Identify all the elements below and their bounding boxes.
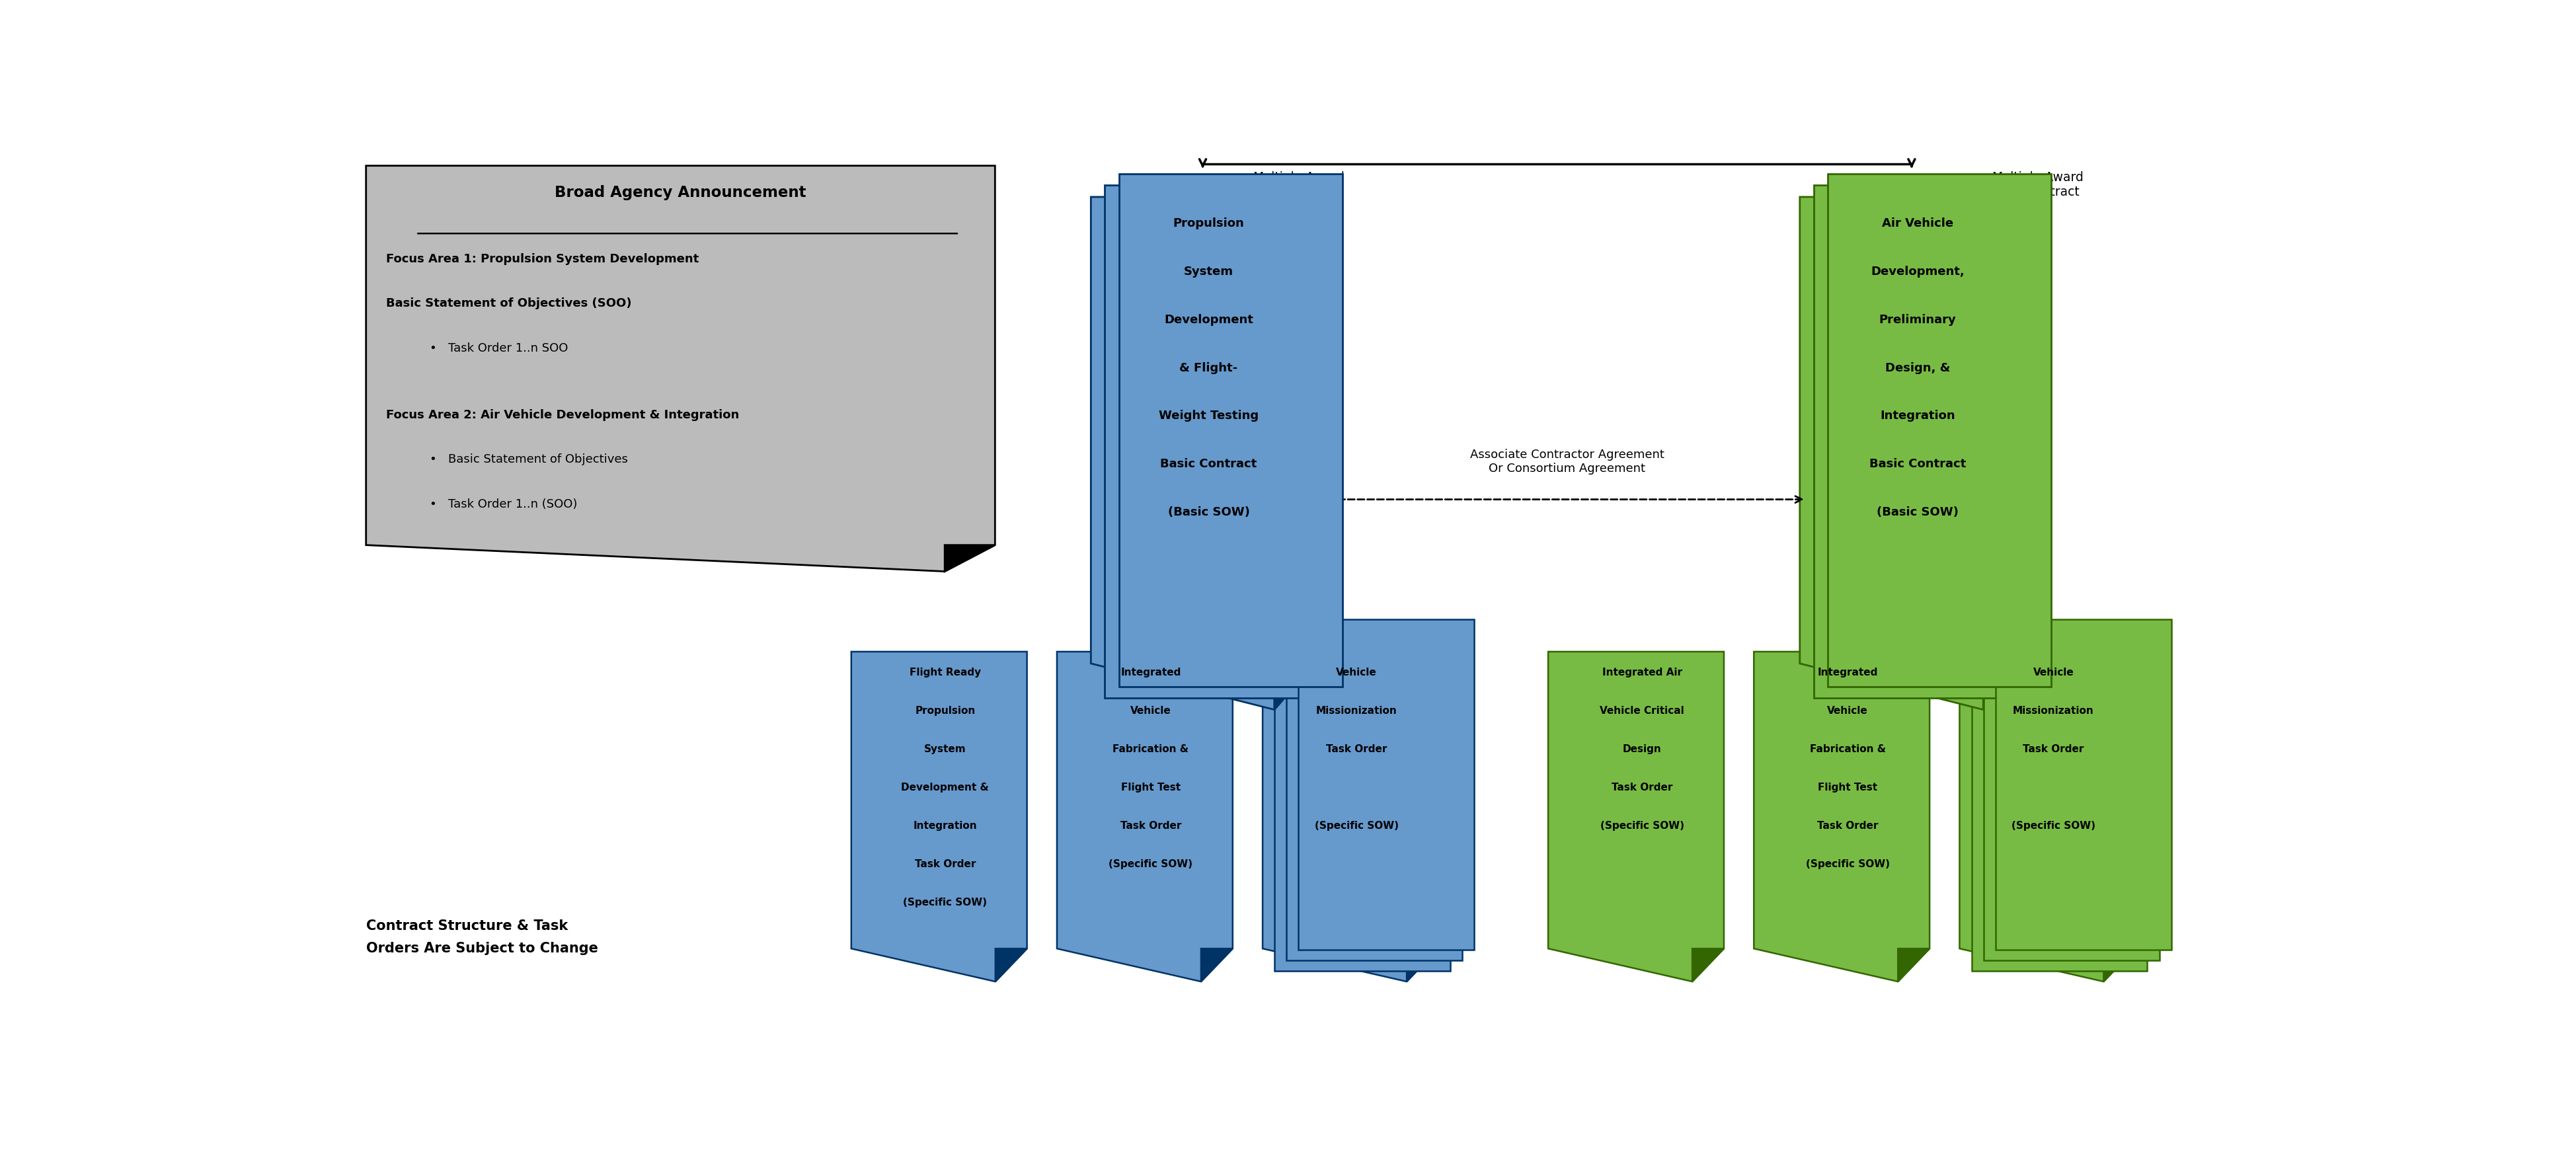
Text: •   Task Order 1..n (SOO): • Task Order 1..n (SOO) <box>430 498 577 511</box>
Text: Integrated: Integrated <box>1816 668 1878 677</box>
Text: Vehicle: Vehicle <box>1337 668 1376 677</box>
Text: Integration: Integration <box>1880 410 1955 422</box>
Polygon shape <box>1090 197 1314 710</box>
Polygon shape <box>1118 174 1342 687</box>
Polygon shape <box>850 652 1028 982</box>
Text: Multiple-Award
IDIQ Contract: Multiple-Award IDIQ Contract <box>1991 171 2084 198</box>
Text: Task Order: Task Order <box>1610 783 1672 793</box>
Text: Task Order: Task Order <box>1327 745 1386 754</box>
Text: (Basic SOW): (Basic SOW) <box>1167 506 1249 519</box>
Polygon shape <box>1984 664 2022 710</box>
Text: Broad Agency Announcement: Broad Agency Announcement <box>554 185 806 200</box>
Text: Vehicle: Vehicle <box>1131 706 1172 716</box>
Text: Task Order: Task Order <box>914 859 976 870</box>
Polygon shape <box>1814 185 2038 698</box>
Text: Development: Development <box>1164 314 1252 325</box>
Polygon shape <box>1826 174 2050 687</box>
Text: Associate Contractor Agreement
Or Consortium Agreement: Associate Contractor Agreement Or Consor… <box>1471 449 1664 475</box>
Polygon shape <box>1994 620 2172 950</box>
Text: Task Order: Task Order <box>1816 821 1878 831</box>
Polygon shape <box>1275 642 1450 970</box>
Polygon shape <box>1200 948 1231 982</box>
Polygon shape <box>1275 664 1314 710</box>
Text: (Specific SOW): (Specific SOW) <box>1600 821 1685 831</box>
Text: Integrated Air: Integrated Air <box>1602 668 1682 677</box>
Polygon shape <box>994 948 1028 982</box>
Text: (Specific SOW): (Specific SOW) <box>1314 821 1399 831</box>
Text: (Basic SOW): (Basic SOW) <box>1875 506 1958 519</box>
Text: Integrated: Integrated <box>1121 668 1180 677</box>
Polygon shape <box>1056 652 1231 982</box>
Polygon shape <box>1285 630 1463 960</box>
Text: Multiple-Award
IDIQ Contract: Multiple-Award IDIQ Contract <box>1252 171 1345 198</box>
Text: Preliminary: Preliminary <box>1878 314 1955 325</box>
Text: & Flight-: & Flight- <box>1180 362 1236 374</box>
Polygon shape <box>1960 652 2136 982</box>
Polygon shape <box>1754 652 1929 982</box>
Text: Basic Contract: Basic Contract <box>1868 459 1965 470</box>
Polygon shape <box>1692 948 1723 982</box>
Text: Flight Test: Flight Test <box>1121 783 1180 793</box>
Text: (Specific SOW): (Specific SOW) <box>2012 821 2094 831</box>
Polygon shape <box>2102 948 2136 982</box>
Polygon shape <box>1899 948 1929 982</box>
Text: System: System <box>1182 265 1234 278</box>
Polygon shape <box>366 166 994 571</box>
Text: •   Basic Statement of Objectives: • Basic Statement of Objectives <box>430 454 629 466</box>
Text: Weight Testing: Weight Testing <box>1159 410 1257 422</box>
Text: Focus Area 1: Propulsion System Development: Focus Area 1: Propulsion System Developm… <box>386 254 698 265</box>
Text: Integration: Integration <box>912 821 976 831</box>
Text: Missionization: Missionization <box>2012 706 2094 716</box>
Text: Vehicle: Vehicle <box>2032 668 2074 677</box>
Text: Task Order: Task Order <box>2022 745 2084 754</box>
Text: Vehicle: Vehicle <box>1826 706 1868 716</box>
Text: Flight Test: Flight Test <box>1819 783 1878 793</box>
Text: (Specific SOW): (Specific SOW) <box>1806 859 1888 870</box>
Text: Task Order: Task Order <box>1121 821 1180 831</box>
Polygon shape <box>1105 185 1329 698</box>
Polygon shape <box>945 545 994 571</box>
Polygon shape <box>1984 630 2159 960</box>
Text: Design, &: Design, & <box>1886 362 1950 374</box>
Text: Contract Structure & Task
Orders Are Subject to Change: Contract Structure & Task Orders Are Sub… <box>366 919 598 955</box>
Text: Focus Area 2: Air Vehicle Development & Integration: Focus Area 2: Air Vehicle Development & … <box>386 409 739 422</box>
Text: (Specific SOW): (Specific SOW) <box>904 897 987 908</box>
Text: System: System <box>925 745 966 754</box>
Text: Basic Statement of Objectives (SOO): Basic Statement of Objectives (SOO) <box>386 298 631 309</box>
Polygon shape <box>1798 197 2022 710</box>
Text: Missionization: Missionization <box>1316 706 1396 716</box>
Text: (Specific SOW): (Specific SOW) <box>1108 859 1193 870</box>
Polygon shape <box>1406 948 1437 982</box>
Text: Fabrication &: Fabrication & <box>1113 745 1188 754</box>
Text: Fabrication &: Fabrication & <box>1808 745 1886 754</box>
Text: Design: Design <box>1623 745 1662 754</box>
Text: •   Task Order 1..n SOO: • Task Order 1..n SOO <box>430 343 569 354</box>
Polygon shape <box>1971 642 2146 970</box>
Text: Propulsion: Propulsion <box>1172 218 1244 229</box>
Text: Basic Contract: Basic Contract <box>1159 459 1257 470</box>
Text: Propulsion: Propulsion <box>914 706 976 716</box>
Text: Development &: Development & <box>902 783 989 793</box>
Text: Flight Ready: Flight Ready <box>909 668 981 677</box>
Text: Air Vehicle: Air Vehicle <box>1880 218 1953 229</box>
Polygon shape <box>1298 620 1473 950</box>
Text: Development,: Development, <box>1870 265 1963 278</box>
Polygon shape <box>1548 652 1723 982</box>
Text: Vehicle Critical: Vehicle Critical <box>1600 706 1685 716</box>
Polygon shape <box>1262 652 1437 982</box>
